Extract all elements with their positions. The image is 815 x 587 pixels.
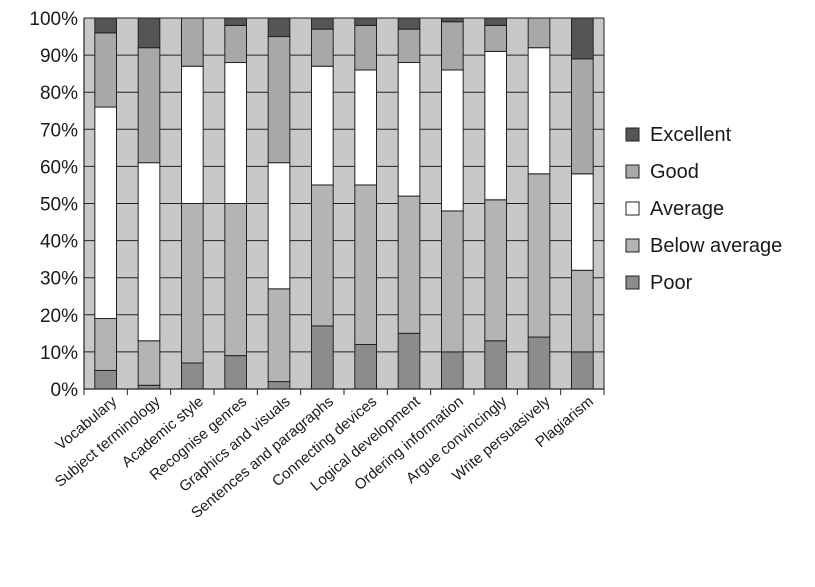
- bar-segment-poor: [224, 355, 247, 390]
- bar-segment-poor: [181, 362, 204, 390]
- bar-segment-poor: [94, 369, 118, 390]
- y-tick-label: 50%: [40, 195, 78, 216]
- bar-segment-good: [137, 47, 161, 164]
- bar-segment-average: [224, 62, 247, 204]
- bar-segment-below-average: [484, 199, 508, 342]
- legend-swatch-average: [625, 201, 640, 216]
- bar-segment-good: [571, 58, 594, 175]
- bar-segment-good: [311, 28, 334, 67]
- bar-segment-excellent: [354, 17, 378, 26]
- bar-segment-average: [137, 162, 161, 342]
- bar-segment-poor: [571, 351, 594, 390]
- bar-segment-average: [527, 47, 551, 175]
- bar-segment-average: [94, 106, 118, 320]
- bar-segment-below-average: [311, 184, 334, 327]
- bar-segment-good: [527, 17, 551, 49]
- legend-swatch-good: [625, 164, 640, 179]
- bar-segment-average: [571, 173, 594, 271]
- bar-segment-good: [94, 32, 118, 108]
- bar-segment-poor: [527, 336, 551, 390]
- bar-segment-average: [397, 62, 421, 197]
- bar-segment-poor: [484, 340, 508, 390]
- bar-segment-excellent: [397, 17, 421, 30]
- y-tick-label: 100%: [29, 9, 78, 30]
- bar-segment-excellent: [441, 17, 464, 23]
- bar-segment-poor: [267, 381, 291, 390]
- bar-segment-excellent: [94, 17, 118, 34]
- legend-swatch-excellent: [625, 127, 640, 142]
- bar-segment-below-average: [441, 210, 464, 353]
- bar-segment-below-average: [397, 195, 421, 334]
- bar-segment-good: [484, 24, 508, 52]
- bar-segment-average: [267, 162, 291, 290]
- bar-segment-average: [181, 65, 204, 205]
- y-tick-label: 40%: [40, 232, 78, 253]
- bar-segment-good: [224, 24, 247, 64]
- y-tick-label: 0%: [51, 380, 79, 401]
- bar-segment-average: [484, 50, 508, 201]
- legend-label-average: Average: [650, 198, 724, 220]
- y-tick-label: 70%: [40, 120, 78, 141]
- bar-segment-poor: [311, 325, 334, 390]
- y-tick-label: 30%: [40, 269, 78, 290]
- legend-label-good: Good: [650, 161, 699, 183]
- bar-segment-excellent: [484, 17, 508, 26]
- bar-segment-below-average: [94, 318, 118, 371]
- bar-segment-average: [311, 65, 334, 186]
- bar-segment-below-average: [527, 173, 551, 338]
- bars: [94, 17, 594, 390]
- bar-segment-excellent: [267, 17, 291, 38]
- bar-segment-average: [441, 69, 464, 212]
- bar-segment-excellent: [311, 17, 334, 30]
- bar-segment-excellent: [571, 17, 594, 60]
- y-tick-label: 10%: [40, 343, 78, 364]
- bar-segment-good: [181, 17, 204, 67]
- legend-label-poor: Poor: [650, 272, 693, 294]
- bar-segment-excellent: [137, 17, 161, 49]
- legend-label-below-average: Below average: [650, 235, 782, 257]
- bar-segment-good: [441, 21, 464, 71]
- bar-segment-below-average: [224, 203, 247, 357]
- bar-segment-below-average: [267, 288, 291, 383]
- y-tick-label: 80%: [40, 83, 78, 104]
- y-tick-labels: 0% 10% 20% 30% 40% 50% 60% 70% 80% 90% 100%: [29, 9, 78, 401]
- bar-segment-good: [354, 24, 378, 71]
- legend: Excellent Good Average Below average Poor: [625, 124, 782, 294]
- bar-segment-below-average: [181, 203, 204, 364]
- bar-segment-poor: [354, 343, 378, 390]
- y-tick-label: 90%: [40, 46, 78, 67]
- bar-segment-excellent: [224, 17, 247, 26]
- bar-segment-poor: [441, 351, 464, 390]
- legend-label-excellent: Excellent: [650, 124, 732, 146]
- bar-segment-below-average: [571, 269, 594, 353]
- bar-segment-average: [354, 69, 378, 186]
- bar-segment-below-average: [137, 340, 161, 386]
- bar-segment-good: [267, 36, 291, 164]
- legend-swatch-below-average: [625, 238, 640, 253]
- bar-segment-below-average: [354, 184, 378, 345]
- legend-swatch-poor: [625, 275, 640, 290]
- bar-segment-poor: [397, 332, 421, 390]
- bar-segment-good: [397, 28, 421, 64]
- y-tick-label: 20%: [40, 306, 78, 327]
- axes: [83, 17, 605, 395]
- y-tick-label: 60%: [40, 157, 78, 178]
